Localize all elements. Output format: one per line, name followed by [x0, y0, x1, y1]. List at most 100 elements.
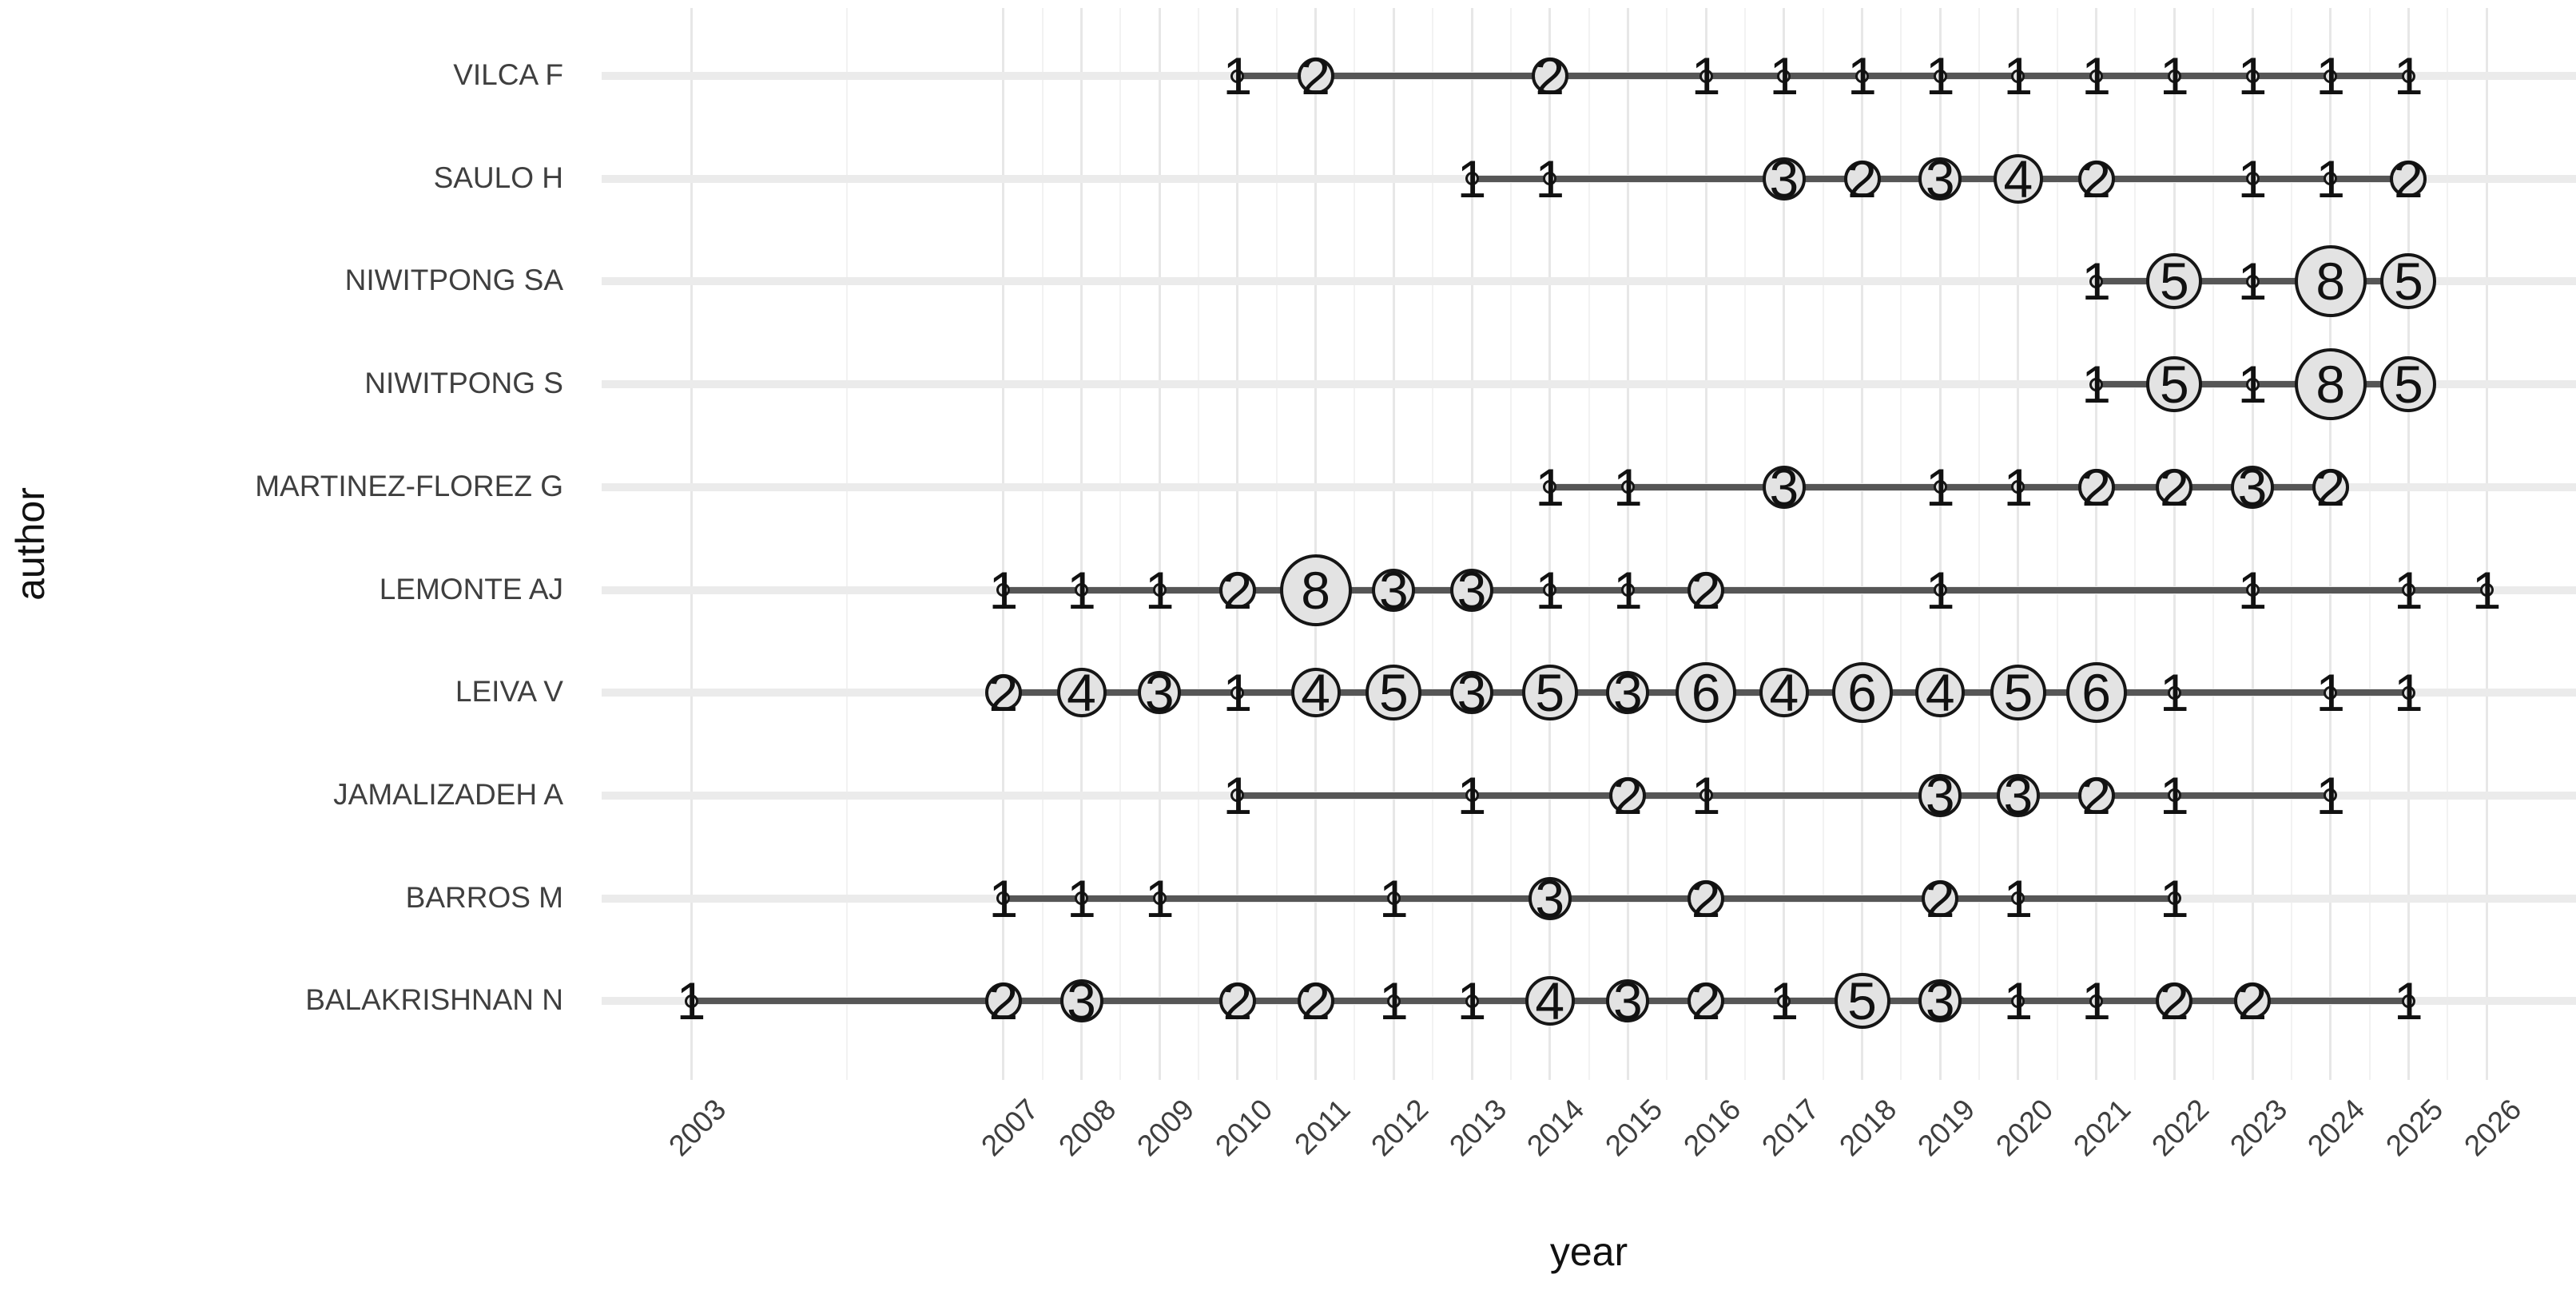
- bubble-count-label: 1: [1613, 457, 1643, 517]
- bubble-count-label: 1: [676, 971, 706, 1031]
- bubble-count-label: 2: [988, 971, 1019, 1031]
- row-band: [602, 277, 2576, 286]
- author-label: MARTINEZ-FLOREZ G: [255, 469, 563, 502]
- bubble-count-label: 2: [2394, 149, 2423, 208]
- bubble-count-label: 2: [2081, 457, 2111, 517]
- bubble-count-label: 2: [1535, 46, 1565, 105]
- bubble-count-label: 5: [2394, 252, 2423, 312]
- bubble-count-label: 3: [1925, 971, 1955, 1031]
- x-tick-label: 2019: [1910, 1093, 1982, 1163]
- author-label: NIWITPONG S: [364, 367, 563, 400]
- bubble-count-label: 1: [2159, 663, 2189, 723]
- bubble-count-label: 1: [1613, 560, 1643, 620]
- bubble-count-label: 1: [1144, 560, 1175, 620]
- bubble-count-label: 5: [1847, 971, 1877, 1031]
- data-point-bubble: 1: [1926, 50, 1955, 102]
- author-label: LEMONTE AJ: [379, 572, 563, 605]
- x-tick-label: 2010: [1208, 1093, 1278, 1163]
- bubble-count-label: 2: [2237, 971, 2268, 1031]
- data-point-bubble: 1: [2160, 666, 2189, 719]
- data-point-bubble: 4: [1993, 149, 2043, 208]
- bubble-count-label: 1: [2003, 868, 2033, 928]
- data-point-bubble: 1: [2081, 50, 2111, 102]
- bubble-count-label: 1: [2394, 46, 2423, 105]
- data-point-bubble: 1: [1457, 153, 1487, 205]
- bubble-count-label: 1: [2394, 560, 2423, 620]
- data-point-bubble: 1: [1691, 50, 1721, 102]
- bubble-count-label: 3: [2003, 765, 2033, 825]
- author-timeline: [1003, 586, 2487, 593]
- x-tick-label: 2017: [1755, 1093, 1825, 1163]
- data-point-bubble: 1: [2238, 50, 2268, 102]
- gridline-major: [1548, 8, 1552, 1080]
- bubble-count-label: 1: [2237, 149, 2268, 208]
- gridline-major: [1314, 8, 1318, 1080]
- gridline-major: [1236, 8, 1239, 1080]
- gridline-minor: [1978, 8, 1981, 1080]
- bubble-count-label: 1: [2237, 252, 2268, 312]
- data-point-bubble: 3: [1918, 153, 1962, 205]
- bubble-count-label: 2: [2081, 765, 2111, 825]
- data-point-bubble: 5: [1990, 665, 2046, 721]
- bubble-count-label: 8: [1301, 560, 1330, 620]
- data-point-bubble: 2: [1297, 50, 1334, 102]
- data-point-bubble: 1: [2004, 50, 2033, 102]
- bubble-count-label: 3: [1144, 663, 1175, 723]
- data-point-bubble: 1: [2238, 564, 2268, 617]
- data-point-bubble: 5: [1834, 971, 1890, 1031]
- bubble-count-label: 1: [1769, 46, 1799, 105]
- x-axis-title: year: [1549, 1229, 1628, 1274]
- gridline-major: [2251, 8, 2254, 1080]
- data-point-bubble: 2: [1297, 975, 1334, 1027]
- data-point-bubble: 3: [1372, 564, 1416, 617]
- gridline-minor: [2447, 8, 2449, 1080]
- bubble-count-label: 4: [2003, 149, 2033, 208]
- bubble-count-label: 1: [2081, 355, 2111, 415]
- bubble-count-label: 3: [1378, 560, 1409, 620]
- data-point-bubble: 2: [1688, 975, 1725, 1027]
- gridline-major: [2485, 8, 2488, 1080]
- data-point-bubble: 4: [1056, 666, 1107, 719]
- data-point-bubble: 3: [1918, 975, 1962, 1027]
- data-point-bubble: 1: [2472, 564, 2502, 617]
- data-point-bubble: 5: [1521, 665, 1578, 721]
- bubble-count-label: 1: [2159, 46, 2189, 105]
- data-point-bubble: 1: [1457, 769, 1487, 822]
- bubble-count-label: 3: [1067, 971, 1096, 1031]
- bubble-count-label: 1: [1535, 560, 1565, 620]
- bubble-count-label: 2: [1847, 149, 1877, 208]
- data-point-bubble: 1: [2238, 358, 2268, 411]
- data-point-bubble: 1: [2004, 975, 2033, 1027]
- x-tick-label: 2014: [1521, 1093, 1591, 1163]
- gridline-minor: [2368, 8, 2371, 1080]
- data-point-bubble: 1: [2160, 769, 2189, 822]
- gridline-major: [1704, 8, 1707, 1080]
- bubble-count-label: 2: [1691, 971, 1721, 1031]
- data-point-bubble: 1: [2316, 769, 2345, 822]
- bubble-count-label: 1: [1457, 971, 1487, 1031]
- bubble-count-label: 2: [2081, 149, 2111, 208]
- x-tick-label: 2018: [1833, 1093, 1903, 1163]
- bubble-count-label: 1: [1535, 457, 1565, 517]
- gridline-major: [1938, 8, 1942, 1080]
- author-label: SAULO H: [433, 161, 563, 194]
- bubble-count-label: 1: [2394, 971, 2423, 1031]
- bubble-count-label: 1: [1535, 149, 1565, 208]
- bubble-count-label: 1: [2081, 252, 2111, 312]
- data-point-bubble: 1: [1223, 769, 1253, 822]
- x-tick-label: 2024: [2301, 1093, 2371, 1163]
- gridline-minor: [2290, 8, 2292, 1080]
- data-point-bubble: 2: [1688, 872, 1725, 925]
- bubble-count-label: 1: [2159, 868, 2189, 928]
- bubble-count-label: 5: [2159, 252, 2189, 312]
- data-point-bubble: 1: [1145, 872, 1175, 925]
- data-point-bubble: 4: [1915, 666, 1966, 719]
- bubble-count-label: 8: [2316, 252, 2346, 312]
- bubble-count-label: 1: [1144, 868, 1175, 928]
- data-point-bubble: 3: [1606, 975, 1650, 1027]
- data-point-bubble: 5: [2380, 252, 2437, 312]
- bubble-count-label: 1: [988, 560, 1019, 620]
- data-point-bubble: 2: [1688, 564, 1725, 617]
- data-point-bubble: 1: [2238, 255, 2268, 308]
